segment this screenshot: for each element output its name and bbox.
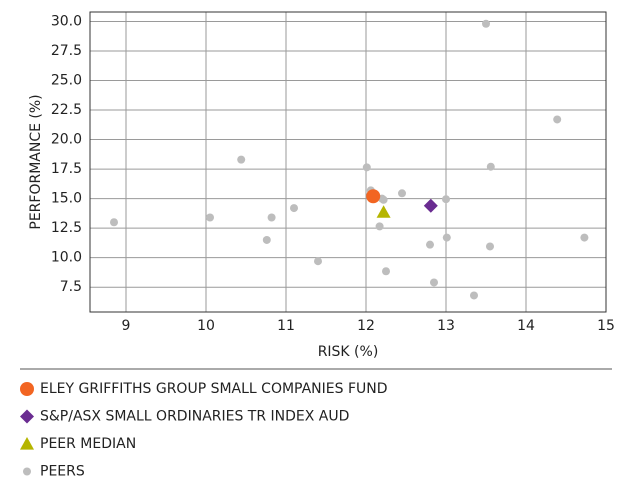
point (290, 204, 298, 213)
y-tick-label: 12.5 (51, 220, 82, 236)
point (375, 222, 384, 231)
point (110, 218, 118, 227)
legend-marker (20, 437, 34, 450)
y-tick-label: 25.0 (51, 73, 82, 89)
legend-marker (23, 467, 31, 476)
legend-label: S&P/ASX SMALL ORDINARIES TR INDEX AUD (40, 409, 349, 425)
point (382, 267, 390, 276)
point (314, 257, 322, 266)
y-tick-label: 27.5 (51, 43, 82, 59)
point (553, 115, 562, 124)
y-tick-label: 17.5 (51, 161, 82, 177)
x-tick-label: 9 (122, 318, 131, 334)
point (426, 240, 434, 249)
point (366, 189, 381, 204)
point (237, 155, 246, 164)
point (470, 291, 478, 300)
x-tick-label: 11 (277, 318, 295, 334)
y-tick-label: 20.0 (51, 132, 82, 148)
point (423, 198, 438, 213)
point (267, 213, 276, 222)
x-tick-label: 13 (437, 318, 455, 334)
point (398, 189, 406, 198)
x-tick-label: 10 (197, 318, 215, 334)
y-tick-label: 15.0 (51, 191, 82, 207)
legend-label: PEERS (40, 464, 85, 480)
legend-marker (20, 382, 34, 396)
point (482, 19, 490, 28)
plot-border (89, 11, 607, 313)
legend-label: PEER MEDIAN (40, 436, 136, 452)
legend-label: ELEY GRIFFITHS GROUP SMALL COMPANIES FUN… (40, 381, 388, 397)
point (442, 233, 451, 242)
point (379, 195, 388, 204)
point (486, 162, 495, 171)
point (430, 278, 438, 287)
y-tick-label: 10.0 (51, 250, 82, 266)
point (376, 205, 391, 218)
y-tick-label: 22.5 (51, 102, 82, 118)
point (442, 195, 450, 204)
y-tick-label: 30.0 (51, 13, 82, 29)
point (206, 213, 214, 222)
x-tick-label: 14 (517, 318, 535, 334)
y-tick-label: 7.5 (60, 279, 82, 295)
x-tick-label: 12 (357, 318, 375, 334)
y-axis-label: PERFORMANCE (%) (28, 94, 44, 229)
x-tick-label: 15 (597, 318, 615, 334)
point (262, 235, 271, 244)
point (580, 233, 589, 242)
x-axis-label: RISK (%) (318, 344, 379, 360)
legend-marker (20, 409, 34, 424)
point (486, 242, 494, 251)
point (362, 163, 371, 172)
